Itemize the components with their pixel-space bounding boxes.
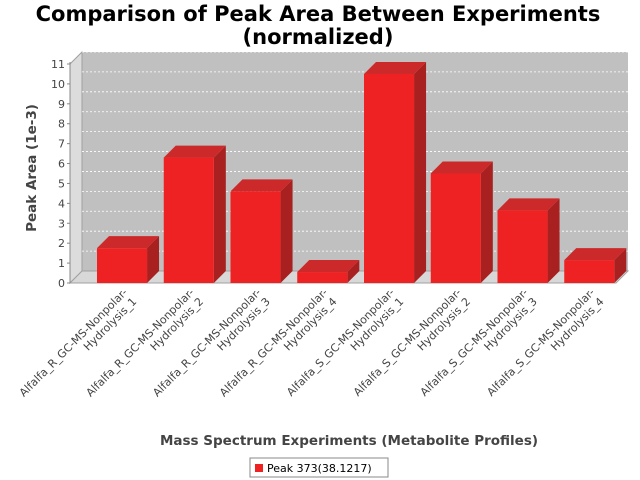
y-tick-label: 0: [58, 277, 65, 290]
bar-top: [297, 260, 360, 273]
bar-top: [564, 248, 627, 261]
y-tick-label: 6: [58, 158, 65, 171]
y-tick-label: 3: [58, 217, 65, 230]
y-axis-label: Peak Area (1e-3): [24, 104, 40, 232]
y-tick-label: 1: [58, 257, 65, 270]
bar-side: [213, 145, 226, 283]
y-tick-label: 5: [58, 177, 65, 190]
legend: Peak 373(38.1217): [249, 457, 389, 478]
bar-top: [497, 198, 560, 211]
bar-front: [564, 260, 615, 283]
bar-top: [97, 236, 160, 249]
bars: [97, 61, 627, 283]
bar-front: [430, 173, 481, 283]
bar-front: [297, 272, 348, 283]
bar: [564, 248, 627, 283]
bar: [364, 61, 427, 283]
plot-side-wall: [69, 50, 83, 285]
legend-swatch: [255, 464, 263, 472]
chart-subtitle: (normalized): [243, 25, 394, 49]
y-tick-label: 11: [51, 58, 65, 71]
y-tick-label: 9: [58, 98, 65, 111]
y-tick-label: 10: [51, 78, 65, 91]
x-tick-label: Alfalfa_R_GC-MS-Nonpolar-Hydrolysis_1: [17, 286, 140, 409]
bar-side: [480, 161, 493, 283]
bar: [497, 198, 560, 283]
bar-front: [230, 191, 281, 283]
bar-front: [364, 73, 415, 283]
bar: [230, 179, 293, 283]
bar: [297, 260, 360, 283]
bar-front: [497, 210, 548, 283]
bar: [163, 145, 226, 283]
x-axis-tick-labels: Alfalfa_R_GC-MS-Nonpolar-Hydrolysis_1Alf…: [17, 286, 607, 409]
y-tick-label: 7: [58, 138, 65, 151]
chart-title: Comparison of Peak Area Between Experime…: [36, 2, 601, 26]
bar-top: [430, 161, 493, 174]
y-axis: 0 1 2 3 4 5 6 7 8 9 10 11: [51, 58, 71, 290]
bar-top: [230, 179, 293, 192]
bar: [97, 236, 160, 283]
legend-item-peak-373: Peak 373(38.1217): [267, 462, 372, 475]
bar-side: [147, 236, 160, 283]
bar-side: [547, 198, 560, 283]
bar-top: [364, 61, 427, 74]
y-tick-label: 8: [58, 118, 65, 131]
bar-side: [280, 179, 293, 283]
gridlines: [82, 51, 628, 252]
x-tick-label-line: Alfalfa_R_GC-MS-Nonpolar-: [17, 286, 130, 399]
bar: [430, 161, 493, 283]
legend-box: [249, 457, 389, 478]
bar-side: [614, 248, 627, 283]
bar-side: [347, 260, 360, 283]
bar-top: [163, 145, 226, 158]
bar-front: [97, 248, 148, 283]
bar-side: [414, 61, 427, 283]
bar-front: [163, 157, 214, 283]
x-axis-label: Mass Spectrum Experiments (Metabolite Pr…: [160, 433, 538, 449]
y-tick-label: 2: [58, 237, 65, 250]
y-tick-label: 4: [58, 197, 65, 210]
